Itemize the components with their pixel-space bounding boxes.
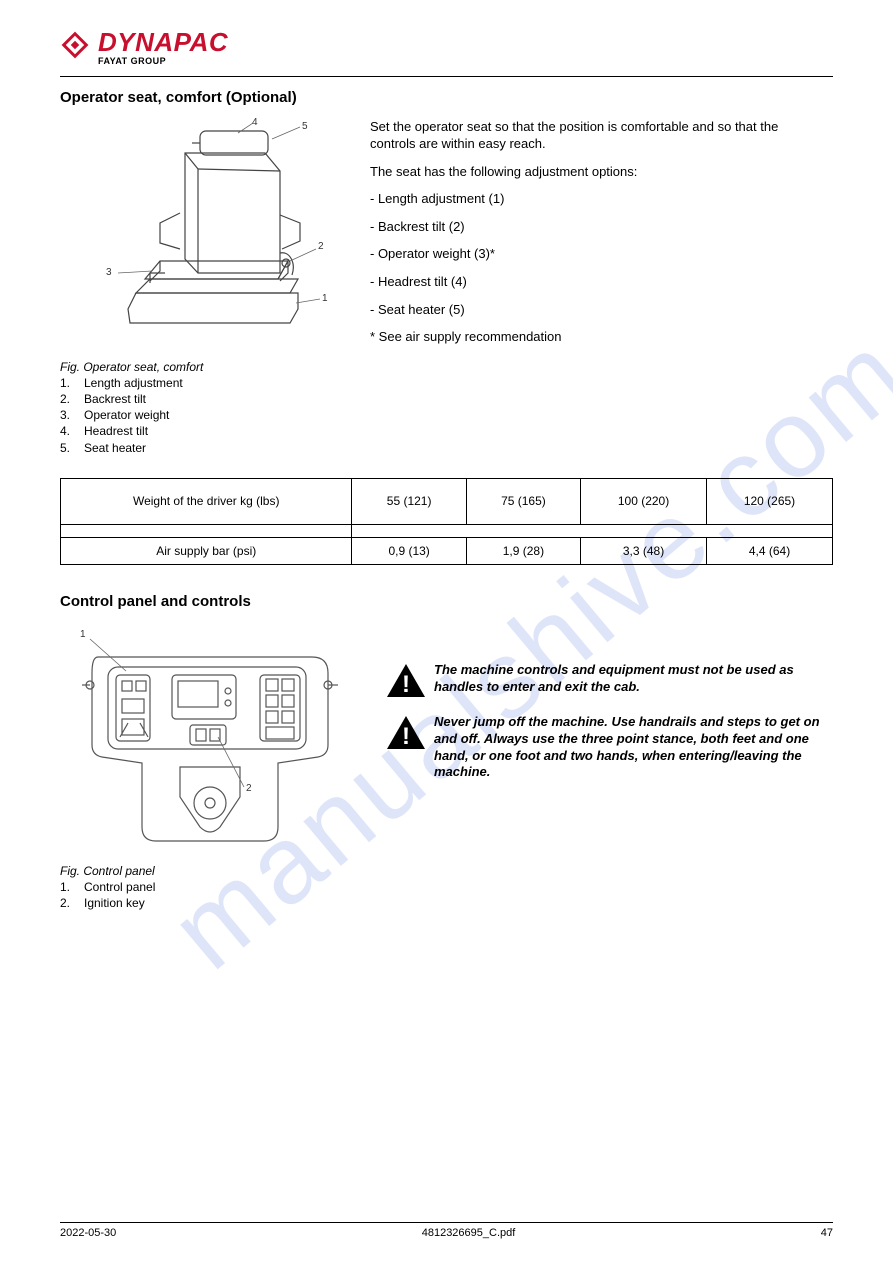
table-cell: 75 (165) [466, 478, 580, 524]
fig-seat-label-4: 4 [252, 117, 258, 128]
control-panel-illustration: 1 2 [60, 627, 360, 857]
brand-sub: FAYAT GROUP [98, 56, 228, 66]
table-header-label: Weight of the driver kg (lbs) [61, 478, 352, 524]
fig-seat-label-2: 2 [318, 241, 324, 252]
table-cell: 3,3 (48) [581, 537, 707, 564]
table-row-label [61, 524, 352, 537]
seat-title: Operator seat, comfort (Optional) [60, 89, 833, 106]
svg-text:!: ! [402, 671, 410, 698]
fig-seat-label-3: 3 [106, 267, 112, 278]
warning-2: ! Never jump off the machine. Use handra… [380, 714, 833, 782]
table-cell: 4,4 (64) [707, 537, 833, 564]
header-rule [60, 76, 833, 77]
fig-seat-label-1: 1 [322, 293, 328, 304]
warning-1-text: The machine controls and equipment must … [432, 662, 833, 696]
footer-page: 47 [821, 1227, 833, 1239]
fig-dash-label-2: 2 [246, 783, 252, 794]
warning-1: ! The machine controls and equipment mus… [380, 662, 833, 700]
page-footer: 2022-05-30 4812326695_C.pdf 47 [60, 1222, 833, 1239]
control-section: Control panel and controls [60, 593, 833, 912]
seat-section: Operator seat, comfort (Optional) [60, 89, 833, 456]
seat-caption: Fig. Operator seat, comfort 1.Length adj… [60, 359, 370, 456]
table-row-label: Air supply bar (psi) [61, 537, 352, 564]
air-supply-table: Weight of the driver kg (lbs) 55 (121) 7… [60, 478, 833, 565]
table-cell: 1,9 (28) [466, 537, 580, 564]
seat-illustration: 4 5 3 2 1 [90, 123, 330, 353]
table-cell: 120 (265) [707, 478, 833, 524]
svg-text:!: ! [402, 723, 410, 750]
table-cell: 55 (121) [352, 478, 466, 524]
control-caption: Fig. Control panel 1.Control panel 2.Ign… [60, 863, 380, 912]
footer-doc: 4812326695_C.pdf [422, 1227, 516, 1239]
control-title: Control panel and controls [60, 593, 833, 610]
footer-date: 2022-05-30 [60, 1227, 116, 1239]
seat-text: Set the operator seat so that the positi… [370, 118, 833, 356]
table-cell: 0,9 (13) [352, 537, 466, 564]
fig-dash-label-1: 1 [80, 629, 86, 640]
warning-2-text: Never jump off the machine. Use handrail… [432, 714, 833, 782]
table-cell: 100 (220) [581, 478, 707, 524]
brand-logo-icon [60, 30, 90, 60]
brand-name: DYNAPAC [98, 30, 228, 55]
brand-header: DYNAPAC FAYAT GROUP [60, 30, 833, 66]
table-cell [352, 524, 833, 537]
fig-seat-label-5: 5 [302, 121, 308, 132]
warning-icon: ! [380, 714, 432, 752]
warning-icon: ! [380, 662, 432, 700]
